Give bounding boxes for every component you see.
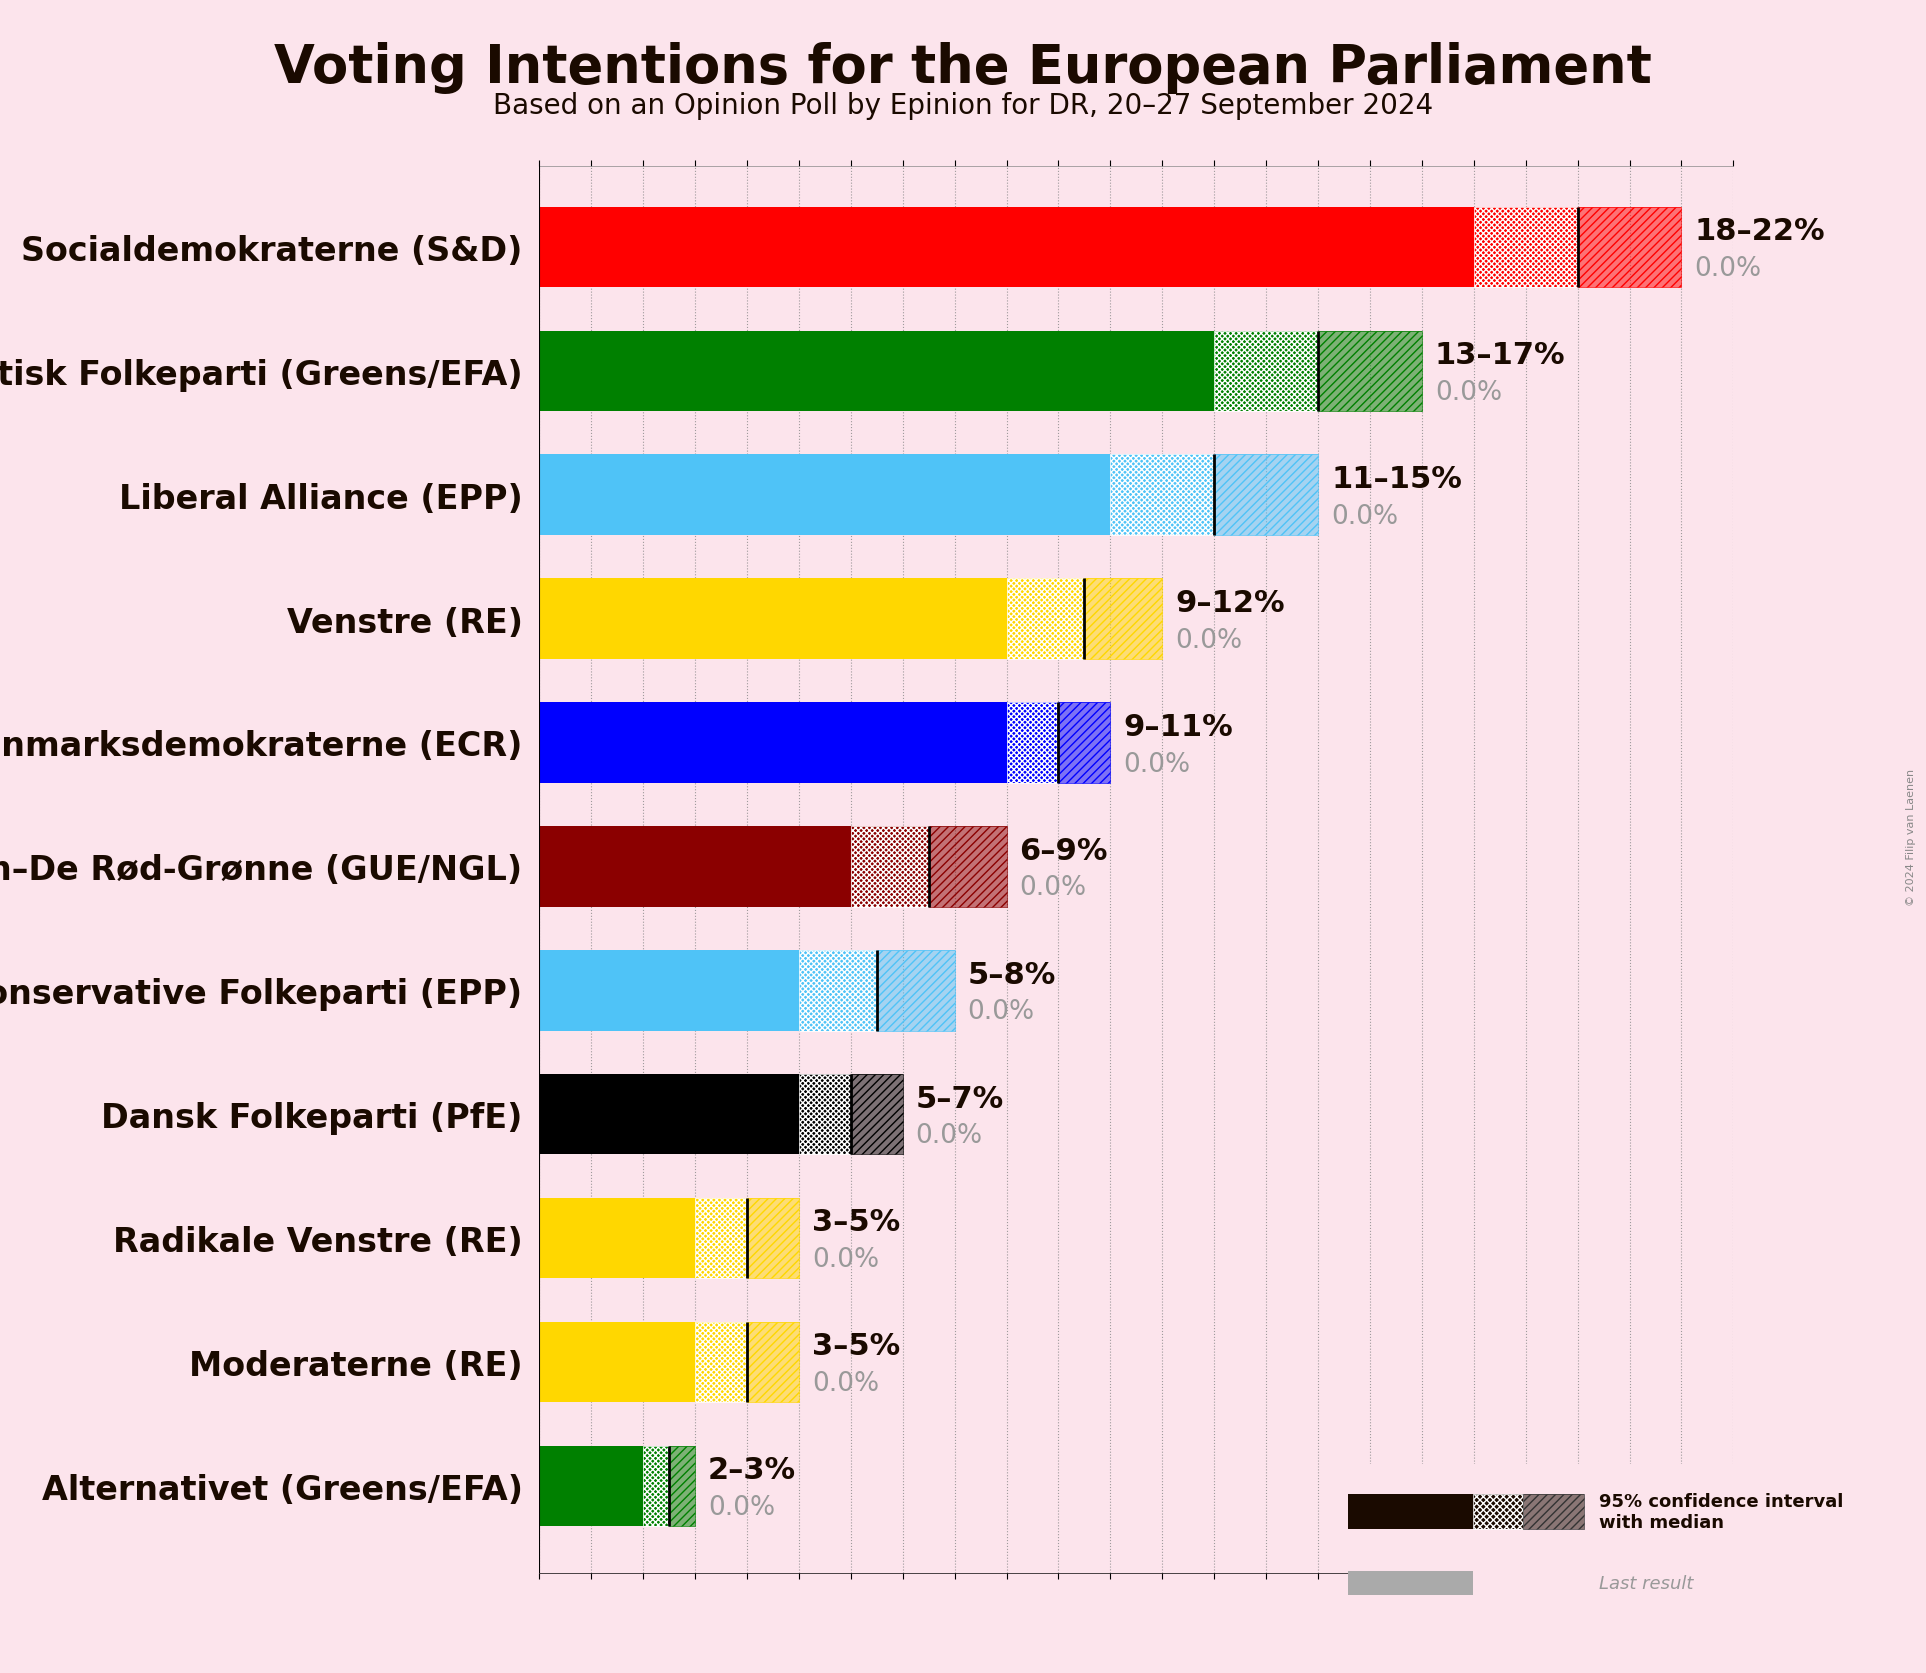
Text: 11–15%: 11–15%: [1331, 465, 1462, 494]
Bar: [928, 826, 1007, 907]
Bar: [851, 1074, 903, 1154]
Bar: [747, 1322, 799, 1402]
Text: 0.0%: 0.0%: [813, 1246, 878, 1273]
Bar: [1348, 1571, 1473, 1594]
Bar: [668, 1445, 695, 1526]
Text: 5–8%: 5–8%: [967, 960, 1055, 989]
Bar: [799, 950, 876, 1031]
Text: 0.0%: 0.0%: [1695, 256, 1762, 281]
Text: 2–3%: 2–3%: [709, 1456, 795, 1484]
Bar: [695, 1322, 747, 1402]
Bar: [799, 1074, 851, 1154]
Bar: [1084, 579, 1161, 659]
Bar: [1213, 331, 1317, 412]
Text: Last result: Last result: [1599, 1574, 1693, 1593]
Bar: [799, 1074, 851, 1154]
Bar: [1523, 1494, 1583, 1529]
Text: 9–11%: 9–11%: [1123, 713, 1233, 741]
Bar: [695, 1198, 747, 1278]
Bar: [1111, 455, 1213, 535]
Bar: [876, 950, 955, 1031]
Bar: [747, 1198, 799, 1278]
Bar: [539, 207, 1473, 288]
Bar: [1007, 703, 1059, 783]
Bar: [1523, 1494, 1583, 1529]
Bar: [747, 1198, 799, 1278]
Text: 18–22%: 18–22%: [1695, 217, 1826, 246]
Text: 0.0%: 0.0%: [813, 1370, 878, 1397]
Bar: [695, 1198, 747, 1278]
Bar: [539, 703, 1007, 783]
Bar: [851, 1074, 903, 1154]
Text: 3–5%: 3–5%: [813, 1208, 899, 1236]
Bar: [539, 1445, 643, 1526]
Bar: [928, 826, 1007, 907]
Text: 0.0%: 0.0%: [967, 999, 1034, 1026]
Bar: [539, 1322, 695, 1402]
Bar: [539, 455, 1111, 535]
Bar: [1473, 207, 1577, 288]
Bar: [876, 950, 955, 1031]
Bar: [1213, 455, 1317, 535]
Text: 13–17%: 13–17%: [1435, 341, 1566, 370]
Bar: [1213, 455, 1317, 535]
Text: 3–5%: 3–5%: [813, 1332, 899, 1360]
Bar: [539, 826, 851, 907]
Text: 0.0%: 0.0%: [1435, 380, 1502, 405]
Bar: [643, 1445, 668, 1526]
Text: 5–7%: 5–7%: [915, 1084, 1003, 1113]
Text: 0.0%: 0.0%: [1019, 875, 1086, 900]
Bar: [695, 1322, 747, 1402]
Bar: [851, 826, 928, 907]
Bar: [1473, 1494, 1523, 1529]
Bar: [1213, 331, 1317, 412]
Bar: [1059, 703, 1111, 783]
Text: 0.0%: 0.0%: [1123, 751, 1190, 776]
Bar: [1007, 579, 1084, 659]
Bar: [539, 579, 1007, 659]
Bar: [668, 1445, 695, 1526]
Text: 0.0%: 0.0%: [1175, 627, 1242, 652]
Bar: [643, 1445, 668, 1526]
Bar: [799, 950, 876, 1031]
Bar: [1317, 331, 1421, 412]
Bar: [1473, 207, 1577, 288]
Bar: [1317, 331, 1421, 412]
Bar: [539, 331, 1213, 412]
Bar: [1007, 579, 1084, 659]
Bar: [1111, 455, 1213, 535]
Bar: [539, 1198, 695, 1278]
Bar: [1084, 579, 1161, 659]
Text: 0.0%: 0.0%: [709, 1494, 774, 1521]
Bar: [1577, 207, 1681, 288]
Text: 6–9%: 6–9%: [1019, 836, 1107, 865]
Text: Based on an Opinion Poll by Epinion for DR, 20–27 September 2024: Based on an Opinion Poll by Epinion for …: [493, 92, 1433, 120]
Bar: [1007, 703, 1059, 783]
Bar: [539, 950, 799, 1031]
Bar: [1577, 207, 1681, 288]
Text: Voting Intentions for the European Parliament: Voting Intentions for the European Parli…: [273, 42, 1653, 94]
Bar: [747, 1322, 799, 1402]
Text: 0.0%: 0.0%: [1331, 504, 1398, 529]
Text: 9–12%: 9–12%: [1175, 589, 1285, 617]
Bar: [851, 826, 928, 907]
Bar: [1059, 703, 1111, 783]
Bar: [1473, 1494, 1523, 1529]
Text: 95% confidence interval
with median: 95% confidence interval with median: [1599, 1492, 1843, 1531]
Text: 0.0%: 0.0%: [915, 1123, 982, 1149]
Bar: [539, 1074, 799, 1154]
Text: © 2024 Filip van Laenen: © 2024 Filip van Laenen: [1907, 768, 1916, 905]
Bar: [1348, 1494, 1473, 1529]
